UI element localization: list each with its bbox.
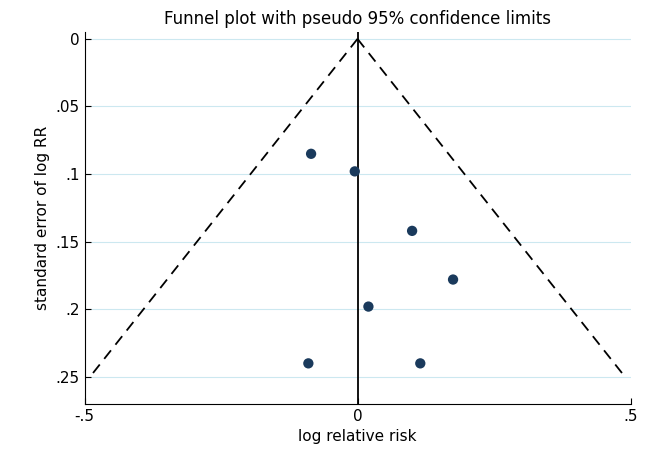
- Y-axis label: standard error of log RR: standard error of log RR: [35, 126, 50, 310]
- Point: [363, 303, 374, 310]
- X-axis label: log relative risk: log relative risk: [298, 429, 417, 444]
- Point: [407, 227, 417, 235]
- Point: [415, 360, 426, 367]
- Point: [350, 168, 360, 175]
- Point: [303, 360, 313, 367]
- Point: [306, 150, 317, 157]
- Title: Funnel plot with pseudo 95% confidence limits: Funnel plot with pseudo 95% confidence l…: [164, 10, 551, 28]
- Point: [448, 276, 458, 283]
